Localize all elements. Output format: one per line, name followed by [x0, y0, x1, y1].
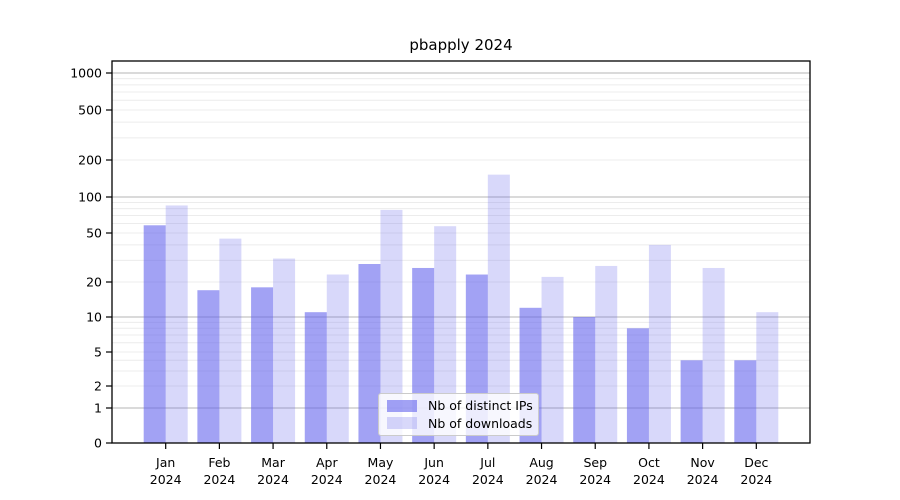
- bar-downloads-dec: [756, 312, 779, 443]
- x-tick-year-nov: 2024: [687, 472, 719, 487]
- x-tick-year-aug: 2024: [526, 472, 558, 487]
- legend-label-downloads: Nb of downloads: [428, 415, 533, 431]
- y-tick-label-1000: 1000: [70, 66, 102, 81]
- bar-distinct-ips-dec: [734, 360, 757, 443]
- x-tick-label-dec: Dec: [744, 455, 768, 470]
- bar-distinct-ips-feb: [197, 290, 220, 443]
- x-tick-label-aug: Aug: [529, 455, 553, 470]
- x-tick-year-may: 2024: [365, 472, 397, 487]
- y-tick-label-200: 200: [78, 153, 102, 168]
- bar-distinct-ips-sep: [573, 317, 596, 443]
- x-tick-label-jul: Jul: [479, 455, 495, 470]
- y-tick-label-100: 100: [78, 190, 102, 205]
- legend-swatch-downloads: [387, 417, 417, 430]
- x-tick-year-dec: 2024: [740, 472, 772, 487]
- y-tick-label-500: 500: [78, 103, 102, 118]
- y-tick-label-0: 0: [94, 436, 102, 451]
- bar-downloads-mar: [273, 258, 296, 443]
- x-tick-year-mar: 2024: [257, 472, 289, 487]
- x-tick-label-sep: Sep: [583, 455, 607, 470]
- bar-downloads-apr: [326, 274, 349, 443]
- x-tick-year-jul: 2024: [472, 472, 504, 487]
- x-tick-year-jan: 2024: [150, 472, 182, 487]
- x-tick-label-nov: Nov: [690, 455, 715, 470]
- x-tick-label-mar: Mar: [261, 455, 285, 470]
- bar-distinct-ips-apr: [304, 312, 327, 443]
- bar-distinct-ips-may: [358, 264, 381, 443]
- y-tick-label-50: 50: [86, 226, 102, 241]
- legend: Nb of distinct IPs Nb of downloads: [378, 393, 539, 436]
- x-tick-year-apr: 2024: [311, 472, 343, 487]
- y-tick-label-20: 20: [86, 275, 102, 290]
- bar-downloads-sep: [595, 265, 618, 443]
- bar-distinct-ips-nov: [680, 360, 703, 443]
- bar-downloads-may: [380, 209, 403, 443]
- bar-downloads-jul: [487, 174, 510, 444]
- x-tick-label-apr: Apr: [316, 455, 338, 470]
- bar-downloads-jun: [434, 226, 457, 443]
- bar-downloads-oct: [648, 244, 671, 443]
- bar-downloads-feb: [219, 238, 242, 443]
- bar-downloads-nov: [702, 267, 725, 443]
- x-tick-label-oct: Oct: [638, 455, 660, 470]
- x-tick-year-feb: 2024: [203, 472, 235, 487]
- legend-swatch-distinct-ips: [387, 399, 417, 412]
- x-tick-label-jun: Jun: [423, 455, 444, 470]
- x-tick-year-oct: 2024: [633, 472, 665, 487]
- bar-distinct-ips-oct: [626, 328, 649, 443]
- legend-item-downloads: Nb of downloads: [387, 415, 533, 431]
- x-tick-label-feb: Feb: [208, 455, 230, 470]
- chart-title: pbapply 2024: [409, 36, 513, 54]
- y-tick-label-5: 5: [94, 345, 102, 360]
- bar-distinct-ips-mar: [251, 287, 274, 443]
- legend-item-distinct-ips: Nb of distinct IPs: [387, 398, 533, 414]
- bar-downloads-jan: [165, 205, 188, 443]
- y-tick-label-10: 10: [86, 310, 102, 325]
- legend-label-distinct-ips: Nb of distinct IPs: [428, 398, 533, 414]
- y-tick-label-1: 1: [94, 401, 102, 416]
- x-tick-label-jan: Jan: [155, 455, 175, 470]
- x-tick-year-sep: 2024: [579, 472, 611, 487]
- bar-downloads-aug: [541, 276, 564, 443]
- plot-border: [111, 60, 811, 444]
- y-tick-label-2: 2: [94, 379, 102, 394]
- x-tick-label-may: May: [368, 455, 394, 470]
- bar-distinct-ips-jan: [143, 225, 166, 443]
- x-tick-year-jun: 2024: [418, 472, 450, 487]
